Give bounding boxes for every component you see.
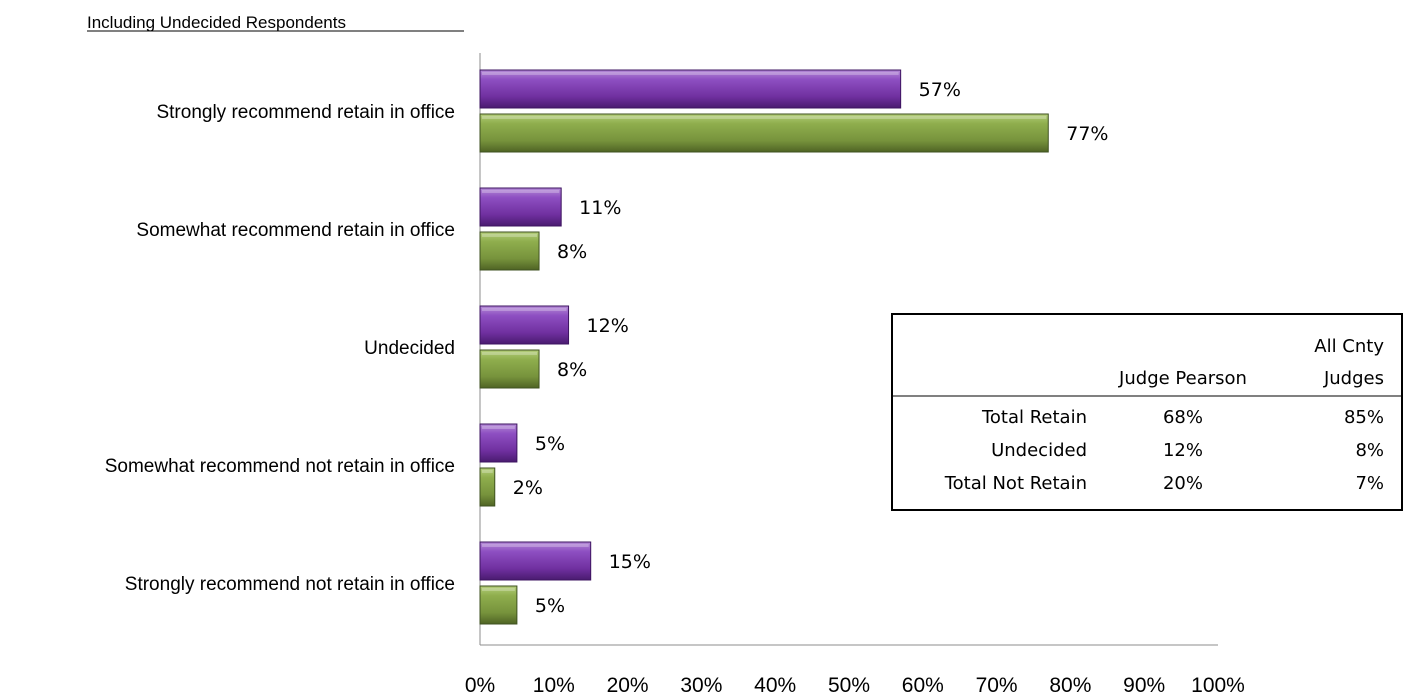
x-tick-label: 30% — [680, 674, 722, 697]
bar-series-1 — [479, 305, 570, 345]
bar-highlight — [482, 308, 567, 311]
bar-data-label: 15% — [609, 551, 651, 573]
bar-highlight — [482, 470, 493, 473]
x-tick-label: 90% — [1123, 674, 1165, 697]
bar-data-label: 8% — [557, 359, 587, 381]
x-tick-label: 50% — [828, 674, 870, 697]
bar-series-2 — [479, 231, 540, 271]
table-cell-value: 68% — [1163, 407, 1203, 428]
category-label: Undecided — [364, 338, 455, 359]
bar-series-1 — [479, 541, 592, 581]
bar-highlight — [482, 544, 589, 547]
category-label: Somewhat recommend not retain in office — [105, 456, 455, 477]
bar-data-label: 57% — [919, 79, 961, 101]
table-cell-value: 7% — [1355, 473, 1384, 494]
x-tick-label: 20% — [607, 674, 649, 697]
category-label: Strongly recommend not retain in office — [125, 574, 455, 595]
table-row-label: Total Not Retain — [944, 473, 1087, 494]
bar-data-label: 12% — [587, 315, 629, 337]
bar-highlight — [482, 352, 538, 355]
bar-highlight — [482, 72, 899, 75]
bar-highlight — [482, 588, 515, 591]
bar-series-2 — [479, 585, 518, 625]
bar-series-2 — [479, 113, 1049, 153]
bar-data-label: 5% — [535, 595, 565, 617]
bar-highlight — [482, 234, 538, 237]
x-tick-label: 70% — [976, 674, 1018, 697]
x-tick-label: 0% — [465, 674, 495, 697]
bar-highlight — [482, 190, 560, 193]
bar-data-label: 5% — [535, 433, 565, 455]
x-tick-label: 100% — [1191, 674, 1245, 697]
x-tick-label: 40% — [754, 674, 796, 697]
bar-data-label: 8% — [557, 241, 587, 263]
table-cell-value: 8% — [1355, 440, 1384, 461]
x-tick-label: 10% — [533, 674, 575, 697]
bar-series-1 — [479, 69, 902, 109]
table-row-label: Undecided — [991, 440, 1087, 461]
table-row-label: Total Retain — [981, 407, 1087, 428]
bar-series-2 — [479, 467, 496, 507]
bar-highlight — [482, 116, 1047, 119]
table-header-cell: Judge Pearson — [1118, 368, 1247, 389]
chart-subtitle: Including Undecided Respondents — [87, 13, 346, 32]
table-header-cell: Judges — [1323, 368, 1384, 389]
bar-highlight — [482, 426, 515, 429]
bar-data-label: 77% — [1066, 123, 1108, 145]
bar-data-label: 11% — [579, 197, 621, 219]
summary-table: Judge Pearson All Cnty Judges Total Retain 6… — [891, 313, 1403, 511]
category-label: Somewhat recommend retain in office — [136, 220, 455, 241]
x-tick-label: 60% — [902, 674, 944, 697]
table-cell-value: 12% — [1163, 440, 1203, 461]
table-cell-value: 85% — [1344, 407, 1384, 428]
x-tick-label: 80% — [1049, 674, 1091, 697]
table-header-cell: All Cnty — [1314, 336, 1384, 357]
summary-table-border — [891, 313, 1403, 511]
category-label: Strongly recommend retain in office — [156, 102, 455, 123]
bar-data-label: 2% — [513, 477, 543, 499]
bar-series-1 — [479, 423, 518, 463]
bar-series-1 — [479, 187, 562, 227]
table-cell-value: 20% — [1163, 473, 1203, 494]
bar-series-2 — [479, 349, 540, 389]
